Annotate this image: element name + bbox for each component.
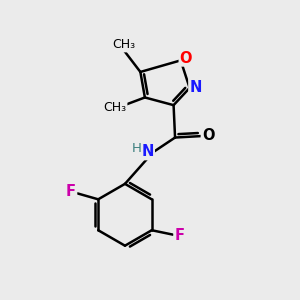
Text: F: F bbox=[66, 184, 76, 200]
Text: CH₃: CH₃ bbox=[103, 101, 126, 114]
Text: O: O bbox=[180, 50, 192, 65]
Text: N: N bbox=[142, 144, 154, 159]
Text: O: O bbox=[202, 128, 214, 143]
Text: H: H bbox=[132, 142, 142, 155]
Text: CH₃: CH₃ bbox=[112, 38, 135, 51]
Text: F: F bbox=[174, 228, 184, 243]
Text: N: N bbox=[189, 80, 202, 94]
